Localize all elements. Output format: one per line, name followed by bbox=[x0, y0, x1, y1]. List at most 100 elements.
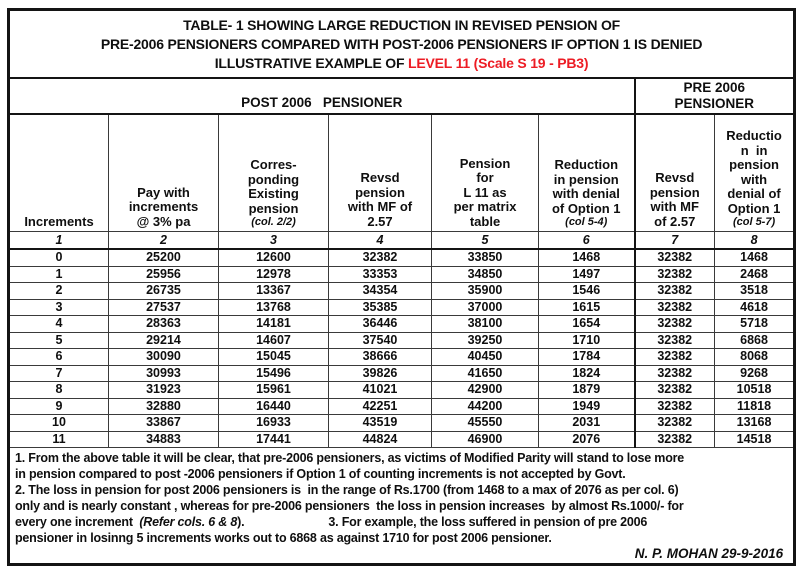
table-cell: 41650 bbox=[431, 364, 539, 382]
table-cell: 13168 bbox=[713, 414, 796, 432]
table-cell: 1710 bbox=[538, 331, 635, 349]
table-cell: 12978 bbox=[218, 265, 329, 283]
table-cell: 31923 bbox=[108, 381, 219, 399]
table-row: 7 30993 15496 39826 41650 1824 32382 9268 bbox=[8, 364, 796, 382]
table-cell: 3518 bbox=[713, 282, 796, 300]
table-cell: 39826 bbox=[328, 364, 432, 382]
table-row: 4 28363 14181 36446 38100 1654 32382 5718 bbox=[8, 315, 796, 333]
table-cell: 2 bbox=[8, 282, 109, 300]
column-header-4: Revsd pension with MF of 2.57 bbox=[328, 113, 432, 232]
table-cell: 29214 bbox=[108, 331, 219, 349]
table-cell: 11 bbox=[8, 430, 109, 448]
table-cell: 5 bbox=[8, 331, 109, 349]
column-number-4: 4 bbox=[328, 231, 432, 250]
table-cell: 15496 bbox=[218, 364, 329, 382]
table-cell: 33353 bbox=[328, 265, 432, 283]
column-number-5: 5 bbox=[431, 231, 539, 250]
table-cell: 17441 bbox=[218, 430, 329, 448]
column-header-7: Revsd pension with MF of 2.57 bbox=[633, 113, 715, 232]
note-line: only and is nearly constant , whereas fo… bbox=[15, 499, 684, 513]
table-title: TABLE- 1 SHOWING LARGE REDUCTION IN REVI… bbox=[7, 9, 796, 79]
table-row: 3 27537 13768 35385 37000 1615 32382 4618 bbox=[8, 298, 796, 316]
table-row: 11 34883 17441 44824 46900 2076 32382 14518 bbox=[8, 430, 796, 448]
table-cell: 10518 bbox=[713, 381, 796, 399]
table-cell: 13367 bbox=[218, 282, 329, 300]
table-cell: 37000 bbox=[431, 298, 539, 316]
table-cell: 14518 bbox=[713, 430, 796, 448]
table-cell: 1824 bbox=[538, 364, 635, 382]
group-pre-line-1: PRE 2006 bbox=[683, 80, 746, 95]
table-cell: 16440 bbox=[218, 397, 329, 415]
table-cell: 27537 bbox=[108, 298, 219, 316]
column-number-3: 3 bbox=[218, 231, 329, 250]
title-line-2: PRE-2006 PENSIONERS COMPARED WITH POST-2… bbox=[100, 36, 703, 52]
table-cell: 26735 bbox=[108, 282, 219, 300]
table-cell: 32880 bbox=[108, 397, 219, 415]
table-cell: 32382 bbox=[633, 397, 715, 415]
title-line-1: TABLE- 1 SHOWING LARGE REDUCTION IN REVI… bbox=[183, 17, 621, 33]
title-line-3: ILLUSTRATIVE EXAMPLE OF LEVEL 11 (Scale … bbox=[12, 54, 791, 73]
signature: N. P. MOHAN 29-9-2016 bbox=[634, 546, 784, 561]
group-header-pre-2006: PRE 2006 PENSIONER bbox=[633, 77, 796, 115]
note-line: 1. From the above table it will be clear… bbox=[15, 451, 685, 465]
table-row: 10 33867 16933 43519 45550 2031 32382 13168 bbox=[8, 414, 796, 432]
table-cell: 0 bbox=[8, 248, 109, 267]
table-cell: 32382 bbox=[633, 331, 715, 349]
column-number-7: 7 bbox=[633, 231, 715, 250]
table-cell: 11818 bbox=[713, 397, 796, 415]
table-cell: 42900 bbox=[431, 381, 539, 399]
notes-row: 1. From the above table it will be clear… bbox=[7, 447, 796, 565]
table-row: 1 25956 12978 33353 34850 1497 32382 2468 bbox=[8, 265, 796, 283]
table-cell: 4618 bbox=[713, 298, 796, 316]
note-line: 2. The loss in pension for post 2006 pen… bbox=[15, 483, 679, 497]
table-cell: 32382 bbox=[633, 348, 715, 366]
table-cell: 28363 bbox=[108, 315, 219, 333]
table-row: 0 25200 12600 32382 33850 1468 32382 1468 bbox=[8, 248, 796, 267]
table-cell: 1 bbox=[8, 265, 109, 283]
table-cell: 37540 bbox=[328, 331, 432, 349]
notes: 1. From the above table it will be clear… bbox=[7, 447, 796, 565]
table-cell: 32382 bbox=[633, 364, 715, 382]
note-line: every one increment (Refer cols. 6 & 8).… bbox=[15, 515, 648, 529]
table-cell: 36446 bbox=[328, 315, 432, 333]
table-cell: 13768 bbox=[218, 298, 329, 316]
column-header-6: Reduction in pension with denial of Option … bbox=[538, 113, 635, 232]
table-cell: 32382 bbox=[633, 414, 715, 432]
pension-comparison-table: TABLE- 1 SHOWING LARGE REDUCTION IN REVI… bbox=[7, 8, 797, 566]
column-header-2: Pay with increments @ 3% pa bbox=[108, 113, 219, 232]
table-cell: 30993 bbox=[108, 364, 219, 382]
table-row: 2 26735 13367 34354 35900 1546 32382 3518 bbox=[8, 282, 796, 300]
column-number-1: 1 bbox=[8, 231, 109, 250]
column-header-row: Increments Pay with increments @ 3% pa Corre… bbox=[8, 113, 796, 232]
table-cell: 1615 bbox=[538, 298, 635, 316]
column-number-8: 8 bbox=[713, 231, 796, 250]
note-line: in pension compared to post -2006 pensio… bbox=[15, 467, 626, 481]
notes-text: 1. From the above table it will be clear… bbox=[15, 450, 787, 546]
table-cell: 15961 bbox=[218, 381, 329, 399]
column-header-5: Pension for L 11 as per matrix table bbox=[431, 113, 539, 232]
table-cell: 32382 bbox=[633, 298, 715, 316]
table-cell: 38100 bbox=[431, 315, 539, 333]
group-header-row: POST 2006 PENSIONER PRE 2006 PENSIONER bbox=[8, 77, 796, 115]
column-header-8: Reductio n in pension with denial of Option 1… bbox=[713, 113, 796, 232]
title-line-3-prefix: ILLUSTRATIVE EXAMPLE OF bbox=[214, 55, 409, 71]
table-row: 9 32880 16440 42251 44200 1949 32382 11818 bbox=[8, 397, 796, 415]
table-row: 8 31923 15961 41021 42900 1879 32382 10518 bbox=[8, 381, 796, 399]
table-cell: 34354 bbox=[328, 282, 432, 300]
table-cell: 40450 bbox=[431, 348, 539, 366]
table-cell: 9268 bbox=[713, 364, 796, 382]
table-cell: 16933 bbox=[218, 414, 329, 432]
column-number-2: 2 bbox=[108, 231, 219, 250]
table-cell: 32382 bbox=[633, 248, 715, 267]
table-cell: 3 bbox=[8, 298, 109, 316]
table-cell: 46900 bbox=[431, 430, 539, 448]
table-cell: 41021 bbox=[328, 381, 432, 399]
table-body: 0 25200 12600 32382 33850 1468 32382 1468 1 25956… bbox=[8, 248, 796, 448]
column-number-6: 6 bbox=[538, 231, 635, 250]
table-cell: 30090 bbox=[108, 348, 219, 366]
table-cell: 1497 bbox=[538, 265, 635, 283]
table-cell: 7 bbox=[8, 364, 109, 382]
table-cell: 8068 bbox=[713, 348, 796, 366]
table-cell: 44200 bbox=[431, 397, 539, 415]
